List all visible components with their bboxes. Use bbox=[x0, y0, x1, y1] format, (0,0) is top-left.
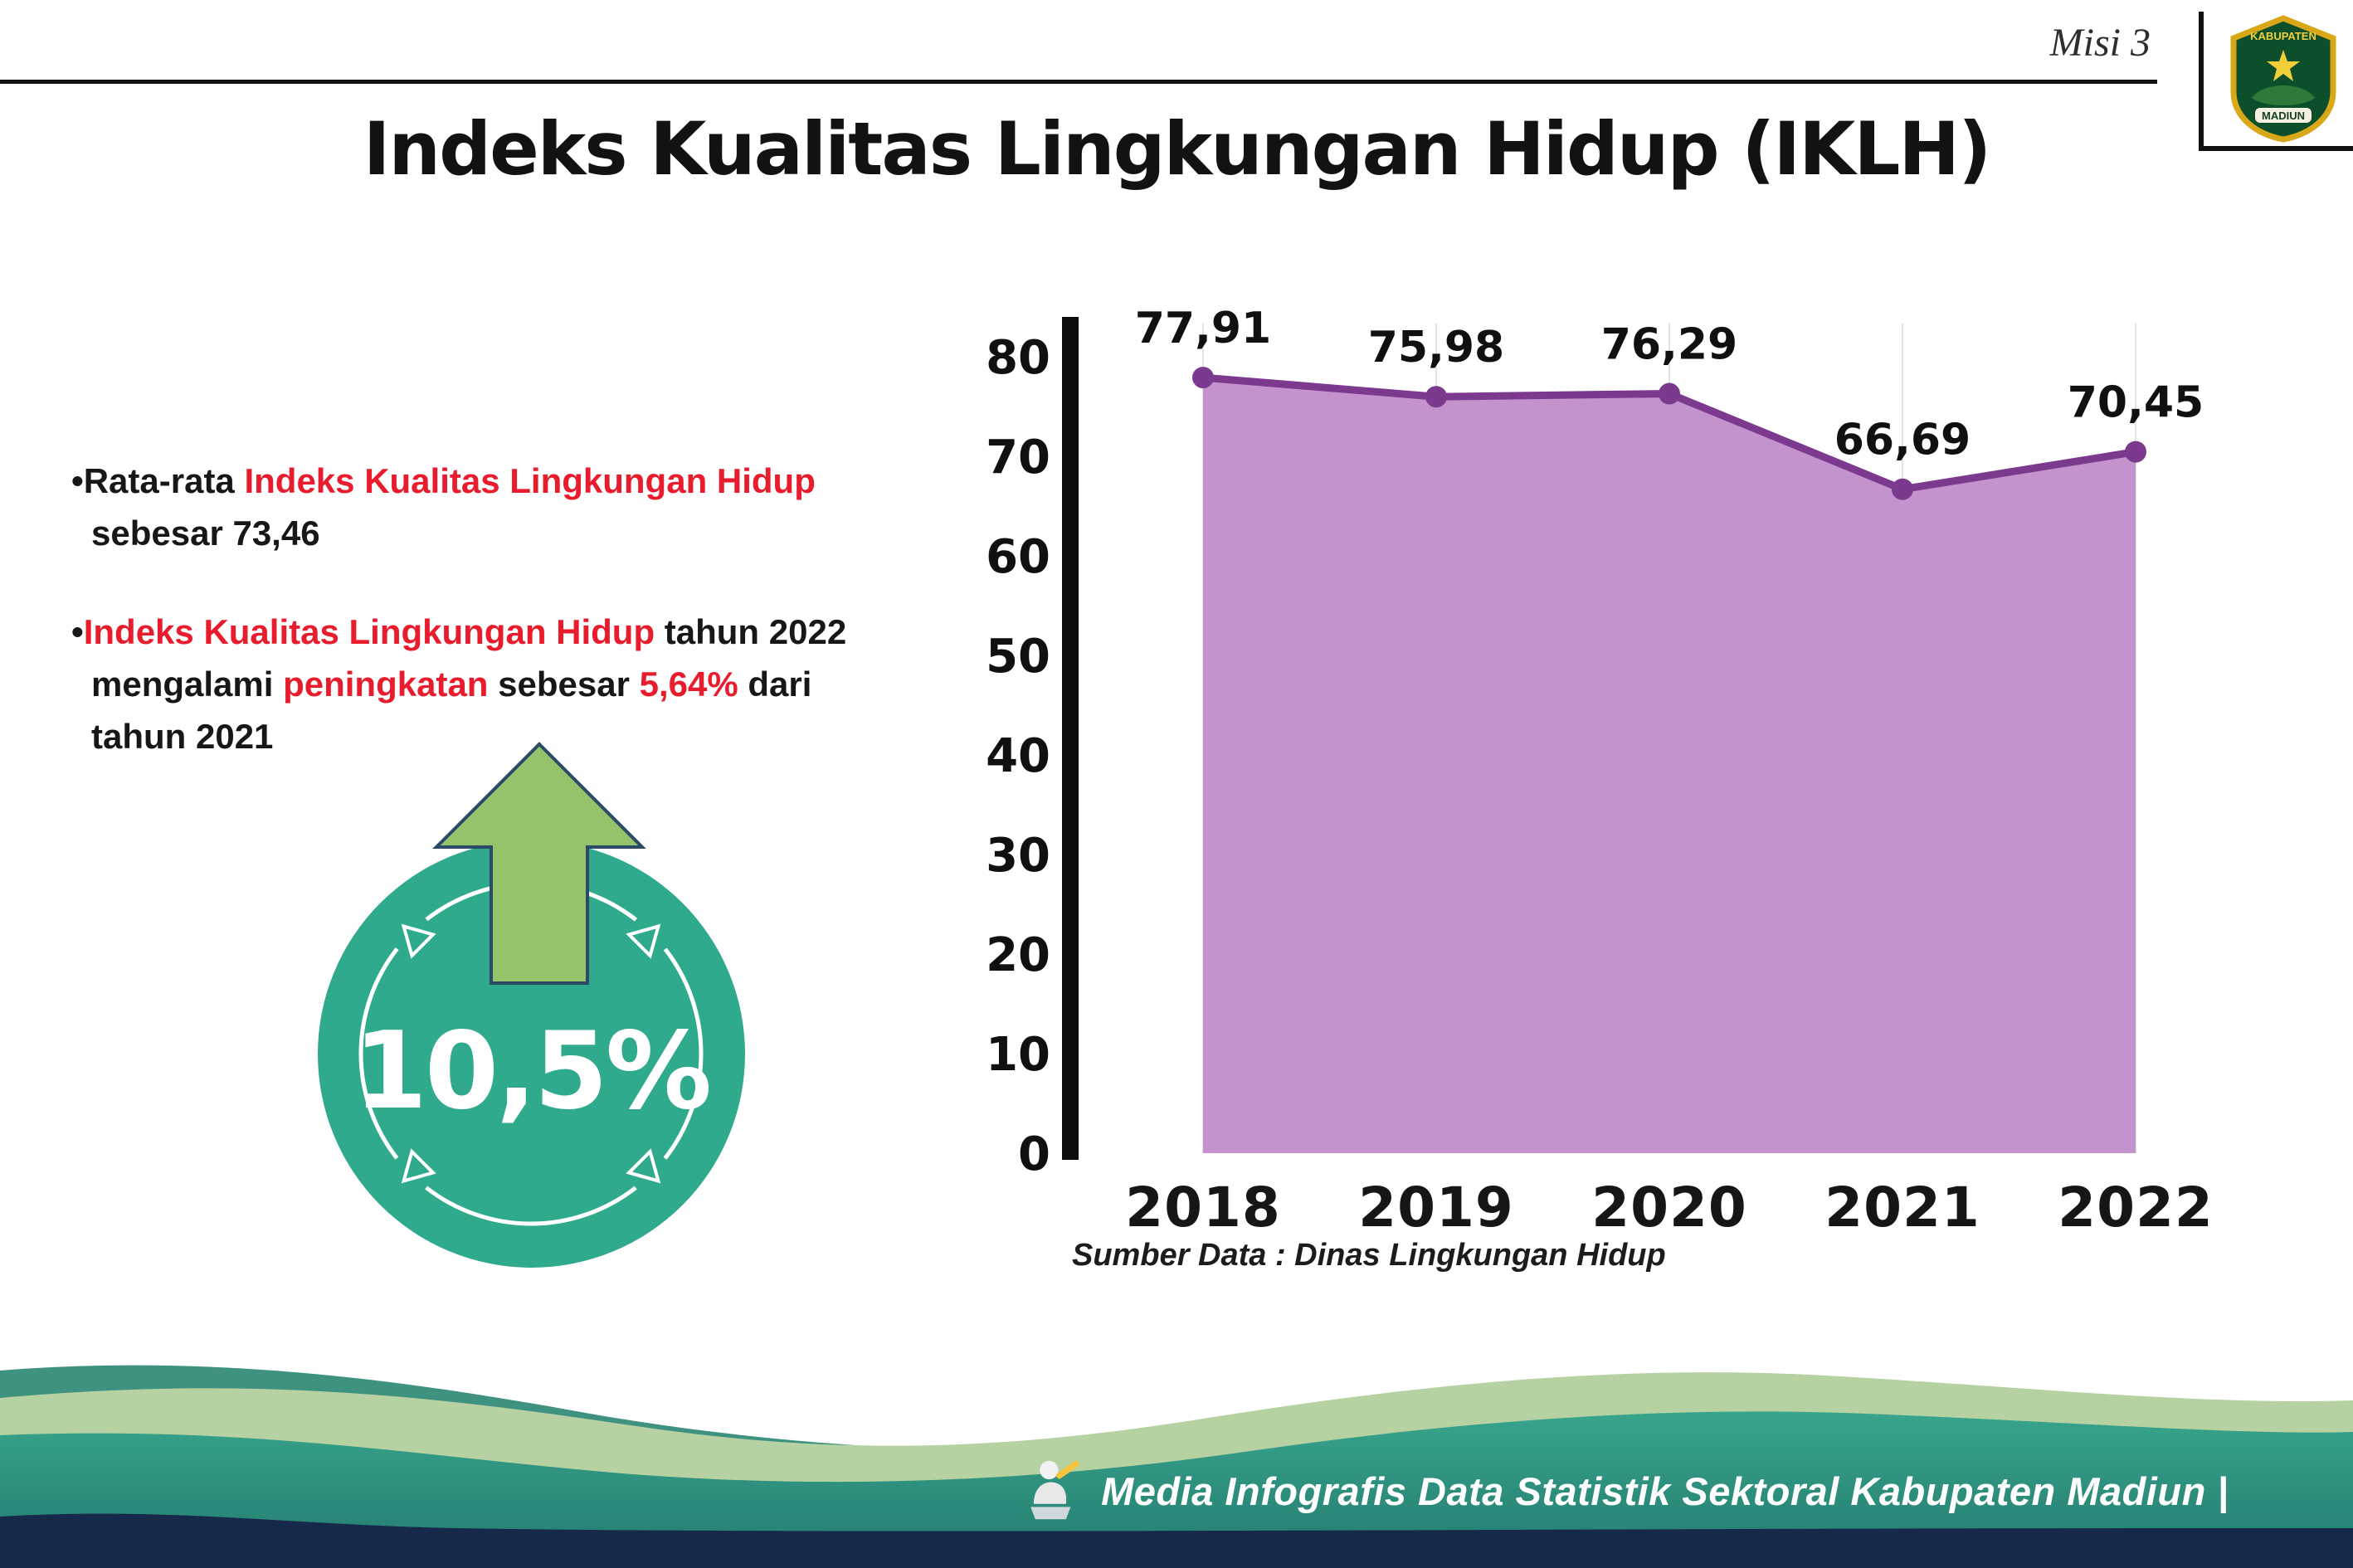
logo-bottom-text: MADIUN bbox=[2262, 110, 2305, 122]
svg-text:40: 40 bbox=[986, 729, 1050, 783]
mission-label: Misi 3 bbox=[2049, 21, 2151, 65]
logo-rice-wreath bbox=[2252, 85, 2315, 105]
bullet2-text-a: mengalami bbox=[91, 665, 284, 704]
logo-frame-vertical bbox=[2199, 12, 2204, 151]
svg-text:75,98: 75,98 bbox=[1368, 323, 1504, 373]
svg-text:66,69: 66,69 bbox=[1834, 416, 1971, 465]
bullet1-line2: sebesar 73,46 bbox=[91, 514, 320, 553]
page-title: Indeks Kualitas Lingkungan Hidup (IKLH) bbox=[363, 106, 1992, 192]
bullet1-line1: •Rata-rata Indeks Kualitas Lingkungan Hi… bbox=[71, 455, 967, 507]
svg-text:2018: 2018 bbox=[1125, 1176, 1281, 1239]
summary-bullets: •Rata-rata Indeks Kualitas Lingkungan Hi… bbox=[71, 455, 967, 809]
footer-credit-text: Media Infografis Data Statistik Sektoral… bbox=[1101, 1468, 2229, 1513]
bullet2-line3: tahun 2021 bbox=[91, 717, 274, 756]
triangle-marker-icon bbox=[401, 1148, 436, 1184]
logo-frame-horizontal bbox=[2199, 146, 2353, 151]
bullet2-text-red1: Indeks Kualitas Lingkungan Hidup bbox=[83, 612, 655, 651]
triangle-marker-icon bbox=[626, 923, 661, 959]
bullet2-text-red3: 5,64% bbox=[639, 665, 738, 704]
bullet2-marker: • bbox=[71, 612, 84, 651]
footer-wave-decoration bbox=[0, 1365, 2353, 1568]
svg-text:20: 20 bbox=[986, 928, 1050, 982]
triangle-marker-icon bbox=[401, 923, 436, 959]
logo-star-icon bbox=[2267, 50, 2300, 81]
svg-text:10: 10 bbox=[986, 1028, 1050, 1082]
statistics-mascot-icon bbox=[1030, 1460, 1079, 1520]
bullet1-text-black: Rata-rata bbox=[83, 461, 245, 500]
bullet1-marker: • bbox=[71, 461, 84, 500]
svg-text:77,91: 77,91 bbox=[1135, 304, 1271, 353]
top-divider-line bbox=[0, 80, 2157, 84]
svg-text:76,29: 76,29 bbox=[1601, 320, 1737, 370]
bullet-item-increase: •Indeks Kualitas Lingkungan Hidup tahun … bbox=[71, 606, 967, 762]
svg-text:2020: 2020 bbox=[1591, 1176, 1747, 1239]
svg-text:30: 30 bbox=[986, 829, 1050, 883]
bullet2-text-b: sebesar bbox=[488, 665, 640, 704]
kabupaten-madiun-logo: KABUPATEN MADIUN bbox=[2230, 15, 2336, 143]
svg-text:80: 80 bbox=[986, 331, 1050, 385]
svg-text:2019: 2019 bbox=[1358, 1176, 1514, 1239]
bullet2-line1: •Indeks Kualitas Lingkungan Hidup tahun … bbox=[71, 606, 967, 658]
logo-banner bbox=[2255, 108, 2312, 123]
svg-text:70,45: 70,45 bbox=[2068, 378, 2204, 428]
footer-wave-teal bbox=[0, 1411, 2353, 1568]
logo-top-text: KABUPATEN bbox=[2250, 30, 2316, 42]
footer-credit: Media Infografis Data Statistik Sektoral… bbox=[1023, 1455, 2229, 1527]
svg-text:60: 60 bbox=[986, 530, 1050, 584]
bullet2-text-black1: tahun 2022 bbox=[655, 612, 847, 651]
up-arrow-icon bbox=[432, 742, 646, 985]
data-source-caption: Sumber Data : Dinas Lingkungan Hidup bbox=[1072, 1238, 1666, 1273]
footer-wave-navy bbox=[0, 1513, 2353, 1568]
svg-text:2021: 2021 bbox=[1824, 1176, 1980, 1239]
bullet2-text-red2: peningkatan bbox=[283, 665, 489, 704]
svg-text:2022: 2022 bbox=[2058, 1176, 2214, 1239]
triangle-marker-icon bbox=[626, 1148, 661, 1184]
svg-text:0: 0 bbox=[1018, 1127, 1050, 1181]
bullet2-line2: mengalami peningkatan sebesar 5,64% dari bbox=[71, 658, 967, 710]
svg-text:70: 70 bbox=[986, 431, 1050, 485]
iklh-area-chart: 77,91 75,98 76,29 66,69 70,45 0 10 20 30 40 50 60 70… bbox=[986, 304, 2214, 1239]
bullet-item-average: •Rata-rata Indeks Kualitas Lingkungan Hi… bbox=[71, 455, 967, 559]
svg-text:50: 50 bbox=[986, 630, 1050, 684]
growth-percentage: 10,5% bbox=[353, 1010, 712, 1133]
bullet2-text-c: dari bbox=[738, 665, 812, 704]
bullet1-text-red: Indeks Kualitas Lingkungan Hidup bbox=[244, 461, 816, 500]
